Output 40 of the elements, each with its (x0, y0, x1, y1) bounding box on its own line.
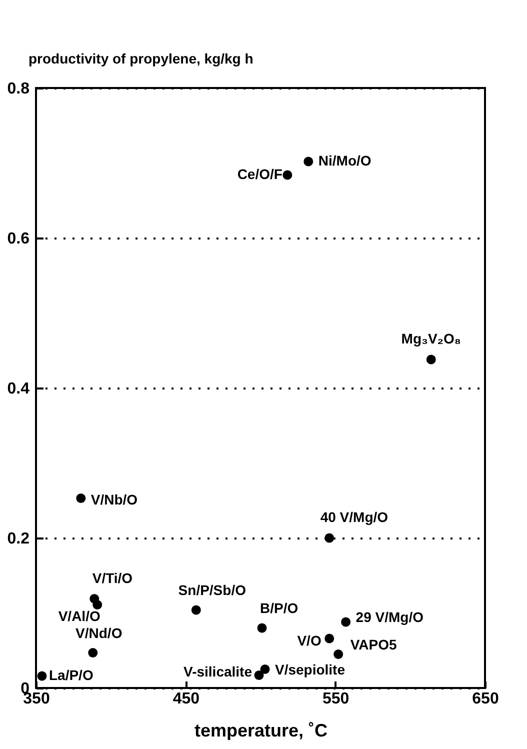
x-axis-title: temperature, ˚C (194, 720, 328, 740)
point (88, 648, 98, 658)
annotation: V/Nb/O (90, 491, 138, 508)
y-tick-label: 0.4 (7, 380, 30, 398)
annotation: V-silicalite (184, 663, 252, 680)
point (324, 634, 334, 644)
annotation: Ce/O/F (237, 166, 283, 182)
point (282, 170, 292, 180)
y-axis-title: productivity of propylene, kg/kg h (28, 50, 254, 66)
annotation: V/O (297, 632, 322, 648)
annotation: V/Al/O (58, 608, 100, 624)
point (254, 670, 264, 680)
point (92, 600, 102, 610)
annotation: VAPO5 (350, 636, 397, 652)
y-tick-label: 0.6 (7, 230, 30, 248)
point (304, 156, 314, 166)
annotation: V/Nd/O (76, 624, 122, 641)
point (257, 623, 267, 633)
point (341, 617, 351, 627)
point (260, 664, 270, 674)
annotation: Mg₃V₂O₈ (401, 330, 461, 346)
annotation: La/P/O (48, 667, 94, 683)
y-tick-label: 0.2 (7, 530, 30, 548)
point (76, 494, 86, 503)
point (334, 650, 344, 659)
point (191, 605, 201, 615)
x-tick-label: 550 (322, 690, 350, 708)
annotation: B/P/O (260, 600, 298, 616)
annotation: V/Ti/O (92, 570, 133, 586)
point (37, 671, 47, 681)
y-tick-label: 0.8 (7, 80, 30, 98)
x-tick-label: 450 (172, 690, 200, 708)
x-tick-label: 650 (472, 690, 499, 708)
point (324, 533, 334, 543)
annotation: V/sepiolite (274, 661, 346, 678)
annotation: Sn/P/Sb/O (178, 582, 246, 598)
annotation: Ni/Mo/O (318, 152, 372, 168)
annotation: 40 V/Mg/O (320, 509, 388, 525)
point (426, 354, 436, 364)
annotation: 29 V/Mg/O (356, 609, 424, 625)
